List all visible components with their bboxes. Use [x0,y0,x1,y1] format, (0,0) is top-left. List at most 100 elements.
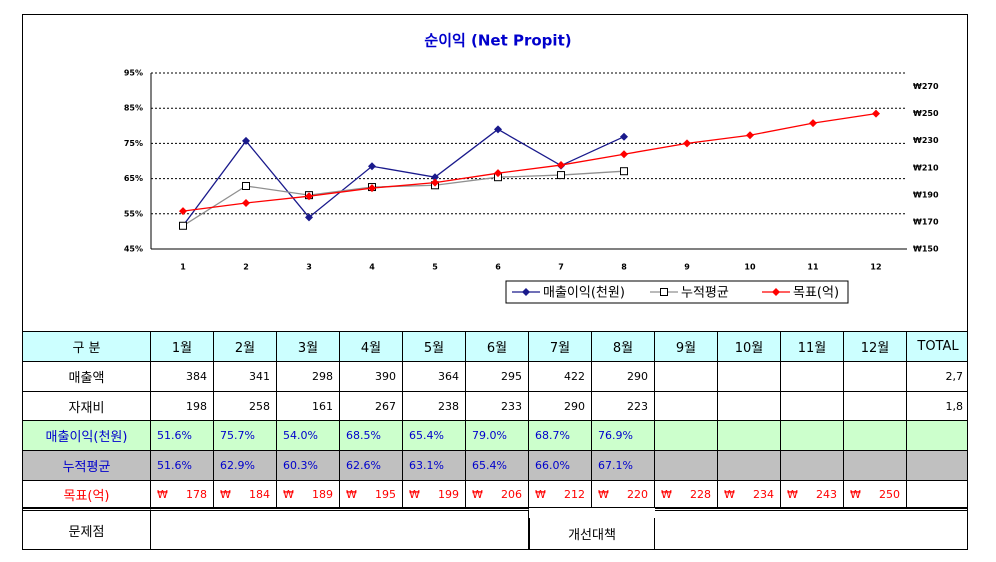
y-tick-label: 65% [124,174,143,183]
data-cell: 341 [214,362,277,392]
legend-label: 누적평균 [681,286,729,301]
marker [620,167,628,176]
marker [494,125,502,134]
data-cell: 243 ₩ [781,481,844,508]
marker [522,288,530,296]
marker [809,119,817,128]
header-cell: 11월 [781,331,844,362]
data-cell: 76.9% [592,421,655,451]
data-cell [655,362,718,392]
data-cell: 234 ₩ [718,481,781,508]
x-tick-label: 2 [243,263,249,272]
data-cell: 62.9% [214,451,277,481]
currency: ₩ [157,487,168,501]
data-cell [844,392,907,421]
data-cell: 295 [466,362,529,392]
data-cell: 384 [151,362,214,392]
y-tick-label: 95% [124,69,143,78]
data-cell: 422 [529,362,592,392]
footer-label: 개선대책 [529,518,655,549]
x-tick-label: 3 [306,263,312,272]
data-cell [718,421,781,451]
marker [242,198,250,207]
data-cell [655,392,718,421]
header-cell: 9월 [655,331,718,362]
row-label: 목표(억) [23,481,151,508]
series-line [182,170,625,227]
marker [368,162,376,171]
data-cell: 250 ₩ [844,481,907,508]
header-cell: 10월 [718,331,781,362]
header-cell: 1월 [151,331,214,362]
marker [620,132,628,141]
data-cell: 62.6% [340,451,403,481]
marker [683,139,691,148]
currency: ₩ [409,487,420,501]
marker [305,192,313,201]
marker [494,169,502,178]
data-cell: 228 ₩ [655,481,718,508]
currency: ₩ [472,487,483,501]
header-cell: 8월 [592,331,655,362]
row-label: 자재비 [23,392,151,421]
marker [431,173,439,182]
data-cell: 198 [151,392,214,421]
data-cell [781,362,844,392]
data-cell: 68.5% [340,421,403,451]
data-cell [844,451,907,481]
header-cell: 6월 [466,331,529,362]
marker [557,171,565,180]
marker [305,213,313,222]
data-cell [655,451,718,481]
data-cell: 67.1% [592,451,655,481]
y2-tick-label: ₩210 [913,163,939,172]
currency: ₩ [220,487,231,501]
data-cell: 66.0% [529,451,592,481]
currency: ₩ [283,487,294,501]
data-cell [844,421,907,451]
y-tick-label: 75% [124,139,143,148]
y2-tick-label: ₩190 [913,190,939,199]
y-tick-label: 55% [124,209,143,218]
currency: ₩ [661,487,672,501]
data-cell: 161 [277,392,340,421]
marker [242,136,250,145]
y2-tick-label: ₩150 [913,245,939,254]
data-cell: 63.1% [403,451,466,481]
data-cell: 290 [529,392,592,421]
marker [557,161,565,170]
data-cell: 65.4% [403,421,466,451]
x-tick-label: 11 [807,263,819,272]
data-cell: 223 [592,392,655,421]
y-tick-label: 45% [124,245,143,254]
marker [179,207,187,216]
sheet: 순이익 (Net Propit) 45% 55% 65% 75% 85% 95% ₩150 ₩… [22,14,968,550]
data-cell: 65.4% [466,451,529,481]
marker [431,178,439,187]
currency: ₩ [535,487,546,501]
header-cell: 7월 [529,331,592,362]
data-cell [781,451,844,481]
data-cell: 184 ₩ [214,481,277,508]
data-cell: 390 [340,362,403,392]
data-cell: 195 ₩ [340,481,403,508]
data-cell: 233 [466,392,529,421]
marker [772,288,780,296]
marker [872,109,880,118]
data-cell: 79.0% [466,421,529,451]
marker [746,131,754,140]
data-cell: 75.7% [214,421,277,451]
data-cell: 199 ₩ [403,481,466,508]
data-cell: 238 [403,392,466,421]
x-tick-label: 1 [180,263,186,272]
marker [368,184,376,193]
y2-tick-label: ₩170 [913,217,939,226]
data-cell: 60.3% [277,451,340,481]
footer-blank [151,508,529,549]
header-cell: 12월 [844,331,907,362]
data-cell [718,362,781,392]
data-cell [655,421,718,451]
marker [620,150,628,159]
x-tick-label: 10 [744,263,756,272]
header-cell: 4월 [340,331,403,362]
